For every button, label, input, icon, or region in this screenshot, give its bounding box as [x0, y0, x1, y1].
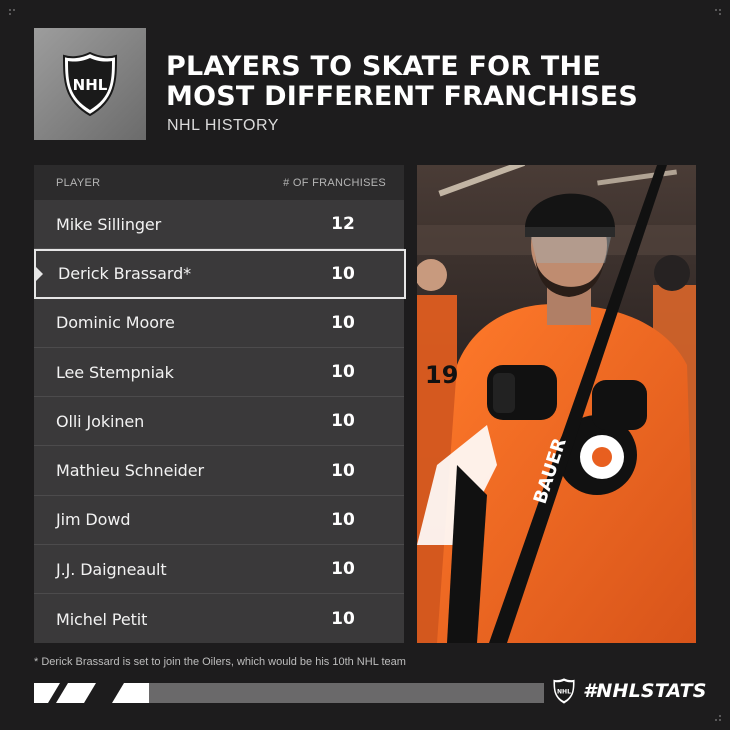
player-name: Derick Brassard* [58, 264, 192, 284]
svg-text:NHL: NHL [73, 76, 108, 94]
column-header-player: PLAYER [56, 176, 101, 189]
svg-text:NHL: NHL [557, 688, 571, 695]
table-row: Michel Petit 10 [34, 594, 404, 643]
highlight-arrow-icon [36, 266, 43, 281]
table-row: Lee Stempniak 10 [34, 348, 404, 398]
column-header-count: # OF FRANCHISES [283, 176, 386, 189]
corner-dots-decoration [715, 715, 721, 721]
title-line-2: MOST DIFFERENT FRANCHISES [166, 81, 639, 112]
footnote: * Derick Brassard is set to join the Oil… [34, 656, 406, 668]
page-title: PLAYERS TO SKATE FOR THE MOST DIFFERENT … [166, 52, 706, 112]
brand-hashtag: #NHLSTATS [583, 680, 707, 702]
player-name: Michel Petit [56, 609, 148, 629]
player-name: Jim Dowd [56, 510, 131, 530]
nhl-stats-brand: NHL #NHLSTATS [551, 676, 707, 706]
franchise-table: PLAYER # OF FRANCHISES Mike Sillinger 12 D… [34, 165, 406, 644]
page-subtitle: NHL HISTORY [167, 117, 279, 134]
franchise-count: 10 [331, 362, 355, 383]
player-photo: 19 BAUER [417, 165, 696, 643]
svg-text:19: 19 [425, 361, 458, 389]
franchise-count: 12 [331, 214, 355, 235]
table-row: J.J. Daigneault 10 [34, 545, 404, 595]
franchise-count: 10 [331, 559, 355, 580]
nhl-shield-icon: NHL [62, 51, 118, 117]
player-name: J.J. Daigneault [56, 559, 167, 579]
decorative-stripe-bar [34, 683, 544, 703]
franchise-count: 10 [331, 263, 355, 284]
franchise-count: 10 [331, 609, 355, 630]
table-row: Jim Dowd 10 [34, 496, 404, 546]
table-row: Dominic Moore 10 [34, 299, 404, 348]
table-row: Derick Brassard* 10 [34, 249, 406, 299]
table-row: Mike Sillinger 12 [34, 200, 404, 250]
franchise-count: 10 [331, 312, 355, 333]
franchise-count: 10 [331, 411, 355, 432]
table-row: Mathieu Schneider 10 [34, 446, 404, 496]
player-name: Mike Sillinger [56, 214, 162, 234]
table-body: Mike Sillinger 12 Derick Brassard* 10 Domini… [34, 200, 406, 644]
player-name: Mathieu Schneider [56, 461, 204, 481]
table-header: PLAYER # OF FRANCHISES [34, 165, 404, 200]
player-photo-illustration: 19 BAUER [417, 165, 696, 643]
table-row: Olli Jokinen 10 [34, 397, 404, 447]
player-name: Dominic Moore [56, 313, 175, 333]
nhl-logo-box: NHL [34, 28, 146, 140]
corner-dots-decoration [9, 9, 15, 15]
corner-dots-decoration [715, 9, 721, 15]
stripe-pattern [34, 683, 149, 703]
nhl-shield-small-icon: NHL [553, 678, 575, 704]
player-name: Olli Jokinen [56, 411, 145, 431]
player-name: Lee Stempniak [56, 362, 174, 382]
title-line-1: PLAYERS TO SKATE FOR THE [166, 51, 601, 82]
franchise-count: 10 [331, 509, 355, 530]
franchise-count: 10 [331, 460, 355, 481]
